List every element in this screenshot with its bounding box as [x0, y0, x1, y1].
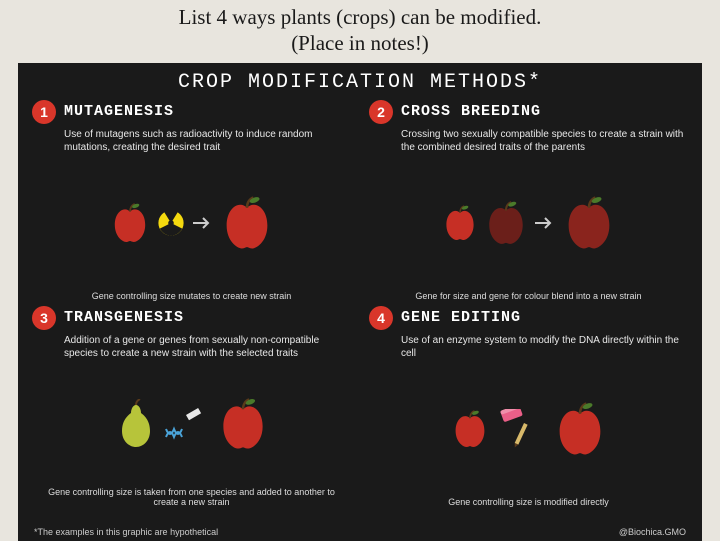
method-illustration [32, 158, 351, 290]
method-caption: Gene controlling size mutates to create … [32, 289, 351, 301]
method-cell-crossbreeding: 2 Cross Breeding Crossing two sexually c… [369, 100, 688, 302]
slide-header: List 4 ways plants (crops) can be modifi… [0, 0, 720, 59]
method-caption: Gene controlling size is modified direct… [369, 495, 688, 507]
apple-icon [221, 195, 273, 251]
method-caption: Gene for size and gene for colour blend … [369, 289, 688, 301]
radiation-icon [157, 209, 185, 237]
header-line1: List 4 ways plants (crops) can be modifi… [20, 4, 700, 30]
method-cell-transgenesis: 3 Transgenesis Addition of a gene or gen… [32, 306, 351, 508]
apple-icon [111, 202, 149, 244]
dna-syringe-icon [164, 407, 210, 441]
method-desc: Crossing two sexually compatible species… [369, 124, 688, 158]
method-illustration [369, 364, 688, 496]
method-number: 1 [32, 100, 56, 124]
method-number: 4 [369, 306, 393, 330]
footer-note-text: *The examples in this graphic are hypoth… [34, 527, 218, 537]
apple-dark-icon [485, 200, 527, 246]
method-number: 3 [32, 306, 56, 330]
header-line2: (Place in notes!) [20, 30, 700, 56]
method-name: Mutagenesis [64, 103, 174, 120]
eraser-pencil-icon [496, 409, 546, 449]
footer-handle: @Biochica.GMO [619, 527, 686, 537]
infographic-title: Crop Modification Methods* [18, 63, 702, 100]
infographic-footer: *The examples in this graphic are hypoth… [18, 527, 702, 537]
apple-icon [218, 397, 268, 451]
pear-icon [116, 399, 156, 449]
infographic: Crop Modification Methods* 1 Mutagenesis… [18, 63, 702, 541]
apple-icon [452, 409, 488, 449]
method-desc: Use of mutagens such as radioactivity to… [32, 124, 351, 158]
method-desc: Use of an enzyme system to modify the DN… [369, 330, 688, 364]
method-number: 2 [369, 100, 393, 124]
apple-icon [443, 204, 477, 242]
method-caption: Gene controlling size is taken from one … [32, 485, 351, 508]
method-name: Cross Breeding [401, 103, 541, 120]
arrow-icon [535, 216, 555, 230]
arrow-icon [193, 216, 213, 230]
method-illustration [32, 364, 351, 485]
apple-icon [554, 401, 606, 457]
method-cell-geneediting: 4 Gene Editing Use of an enzyme system t… [369, 306, 688, 508]
method-cell-mutagenesis: 1 Mutagenesis Use of mutagens such as ra… [32, 100, 351, 302]
method-illustration [369, 158, 688, 290]
method-name: Gene Editing [401, 309, 521, 326]
apple-blend-icon [563, 195, 615, 251]
method-grid: 1 Mutagenesis Use of mutagens such as ra… [18, 100, 702, 508]
method-name: Transgenesis [64, 309, 184, 326]
method-desc: Addition of a gene or genes from sexuall… [32, 330, 351, 364]
